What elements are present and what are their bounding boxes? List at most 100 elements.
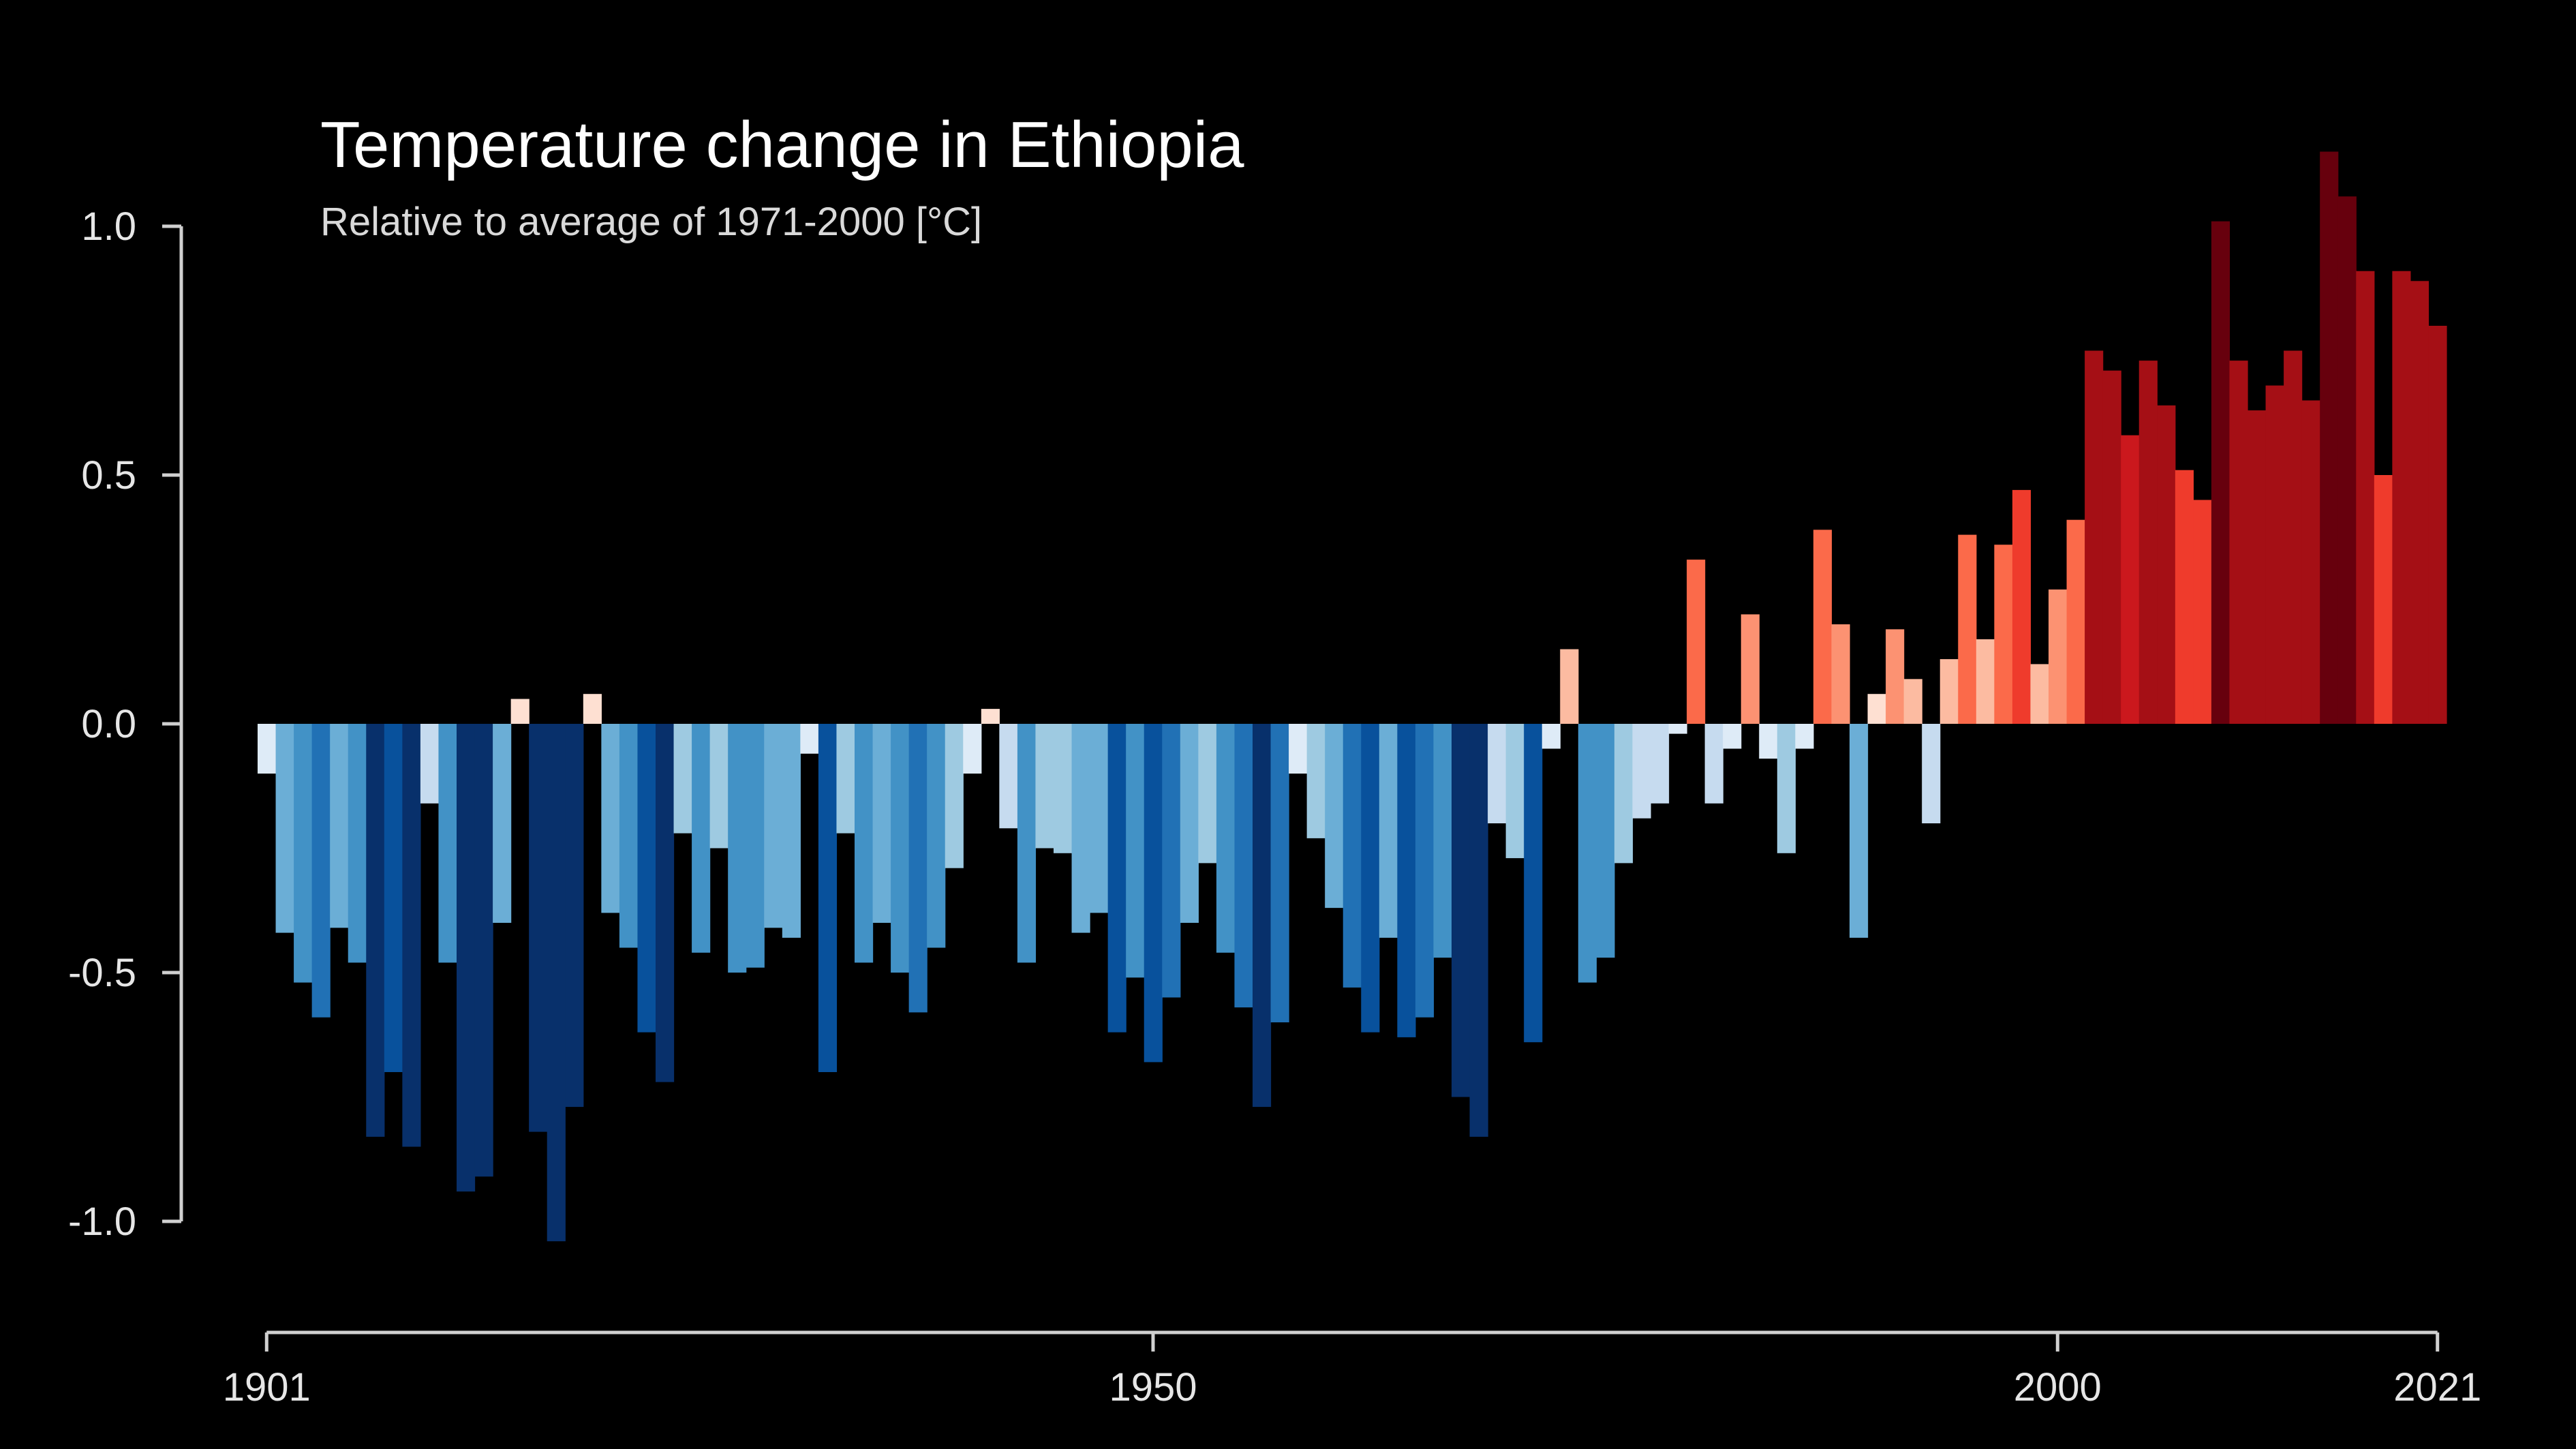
bar-2014 (2301, 400, 2320, 724)
bar-2004 (2121, 435, 2140, 724)
x-axis: 1901 1950 2000 2021 (223, 1330, 2481, 1409)
bar-1930 (782, 724, 801, 938)
bar-1905 (330, 724, 349, 928)
bar-2019 (2392, 271, 2411, 724)
bar-1939 (945, 724, 964, 868)
x-tick-label: 2021 (2393, 1365, 2481, 1409)
bar-1946 (1071, 724, 1090, 933)
bar-1982 (1723, 724, 1742, 749)
bar-1938 (927, 724, 946, 948)
bar-1945 (1054, 724, 1073, 853)
bar-2010 (2229, 361, 2248, 724)
bar-1987 (1813, 530, 1833, 724)
bar-1948 (1107, 724, 1126, 1033)
bar-1955 (1234, 724, 1253, 1008)
bar-1953 (1198, 724, 1217, 864)
bar-2000 (2049, 589, 2068, 724)
y-tick-label: -1.0 (68, 1200, 136, 1244)
bar-1963 (1379, 724, 1398, 938)
y-tick-label: -0.5 (68, 951, 136, 995)
bar-1943 (1017, 724, 1037, 963)
bar-1903 (294, 724, 313, 983)
bar-1990 (1867, 694, 1886, 724)
bar-1981 (1704, 724, 1723, 804)
bar-1965 (1415, 724, 1435, 1018)
bar-1973 (1560, 649, 1579, 724)
y-axis: -1.0 -0.5 0.0 0.5 1.0 (68, 204, 183, 1244)
bar-1976 (1614, 724, 1634, 864)
bar-1968 (1469, 724, 1488, 1137)
x-tick-label: 1901 (223, 1365, 311, 1409)
bar-1931 (800, 724, 819, 754)
bar-1941 (981, 709, 1000, 724)
bar-1944 (1035, 724, 1054, 849)
bar-1977 (1632, 724, 1651, 819)
bar-1975 (1596, 724, 1615, 958)
bar-1989 (1850, 724, 1869, 938)
bar-1978 (1651, 724, 1670, 804)
bar-1909 (402, 724, 421, 1147)
bar-1962 (1361, 724, 1380, 1033)
bar-2013 (2284, 350, 2303, 724)
bar-1999 (2030, 664, 2049, 724)
bar-1911 (438, 724, 457, 963)
bar-2018 (2374, 475, 2393, 724)
bar-1908 (384, 724, 403, 1072)
bar-1970 (1505, 724, 1524, 859)
bar-1929 (764, 724, 783, 928)
bar-2012 (2265, 385, 2284, 724)
bar-1952 (1180, 724, 1199, 923)
bars (258, 151, 2447, 1242)
bar-1956 (1253, 724, 1272, 1108)
bar-2020 (2410, 281, 2429, 724)
bar-1988 (1831, 624, 1850, 724)
bar-2001 (2066, 519, 2085, 724)
bar-1947 (1090, 724, 1109, 913)
bar-1927 (728, 724, 747, 973)
bar-1916 (529, 724, 548, 1132)
bar-1954 (1216, 724, 1236, 953)
bar-2002 (2085, 350, 2104, 724)
bar-1919 (583, 694, 602, 724)
bar-2008 (2193, 500, 2212, 724)
bar-1917 (547, 724, 566, 1242)
bar-1971 (1524, 724, 1543, 1043)
bar-1940 (963, 724, 982, 774)
bar-1923 (656, 724, 675, 1082)
bar-1958 (1289, 724, 1308, 774)
bar-1928 (746, 724, 765, 968)
bar-1914 (493, 724, 512, 923)
bar-1980 (1687, 560, 1706, 724)
bar-1949 (1126, 724, 1145, 978)
bar-1996 (1976, 639, 1995, 724)
bar-1907 (366, 724, 385, 1137)
chart-subtitle: Relative to average of 1971-2000 [°C] (320, 200, 982, 244)
x-tick-label: 1950 (1109, 1365, 1197, 1409)
bar-1942 (999, 724, 1018, 829)
bar-2016 (2337, 196, 2357, 724)
bar-1912 (457, 724, 476, 1192)
bar-1961 (1343, 724, 1362, 988)
bar-1913 (474, 724, 493, 1177)
bar-2017 (2356, 271, 2375, 724)
bar-1932 (818, 724, 838, 1072)
bar-1994 (1939, 659, 1959, 724)
bar-1915 (510, 699, 530, 724)
bar-1920 (601, 724, 620, 913)
bar-1997 (1994, 545, 2013, 724)
bar-1972 (1542, 724, 1561, 749)
bar-1995 (1958, 534, 1977, 724)
bar-1957 (1270, 724, 1289, 1022)
bar-2015 (2320, 151, 2339, 724)
bar-1924 (673, 724, 692, 834)
bar-2005 (2138, 361, 2158, 724)
bar-1922 (637, 724, 656, 1033)
bar-1951 (1162, 724, 1181, 998)
bar-1993 (1922, 724, 1941, 823)
bar-1934 (855, 724, 874, 963)
bar-1925 (692, 724, 711, 953)
bar-1937 (908, 724, 927, 1013)
bar-1950 (1144, 724, 1163, 1063)
bar-1998 (2012, 489, 2031, 724)
